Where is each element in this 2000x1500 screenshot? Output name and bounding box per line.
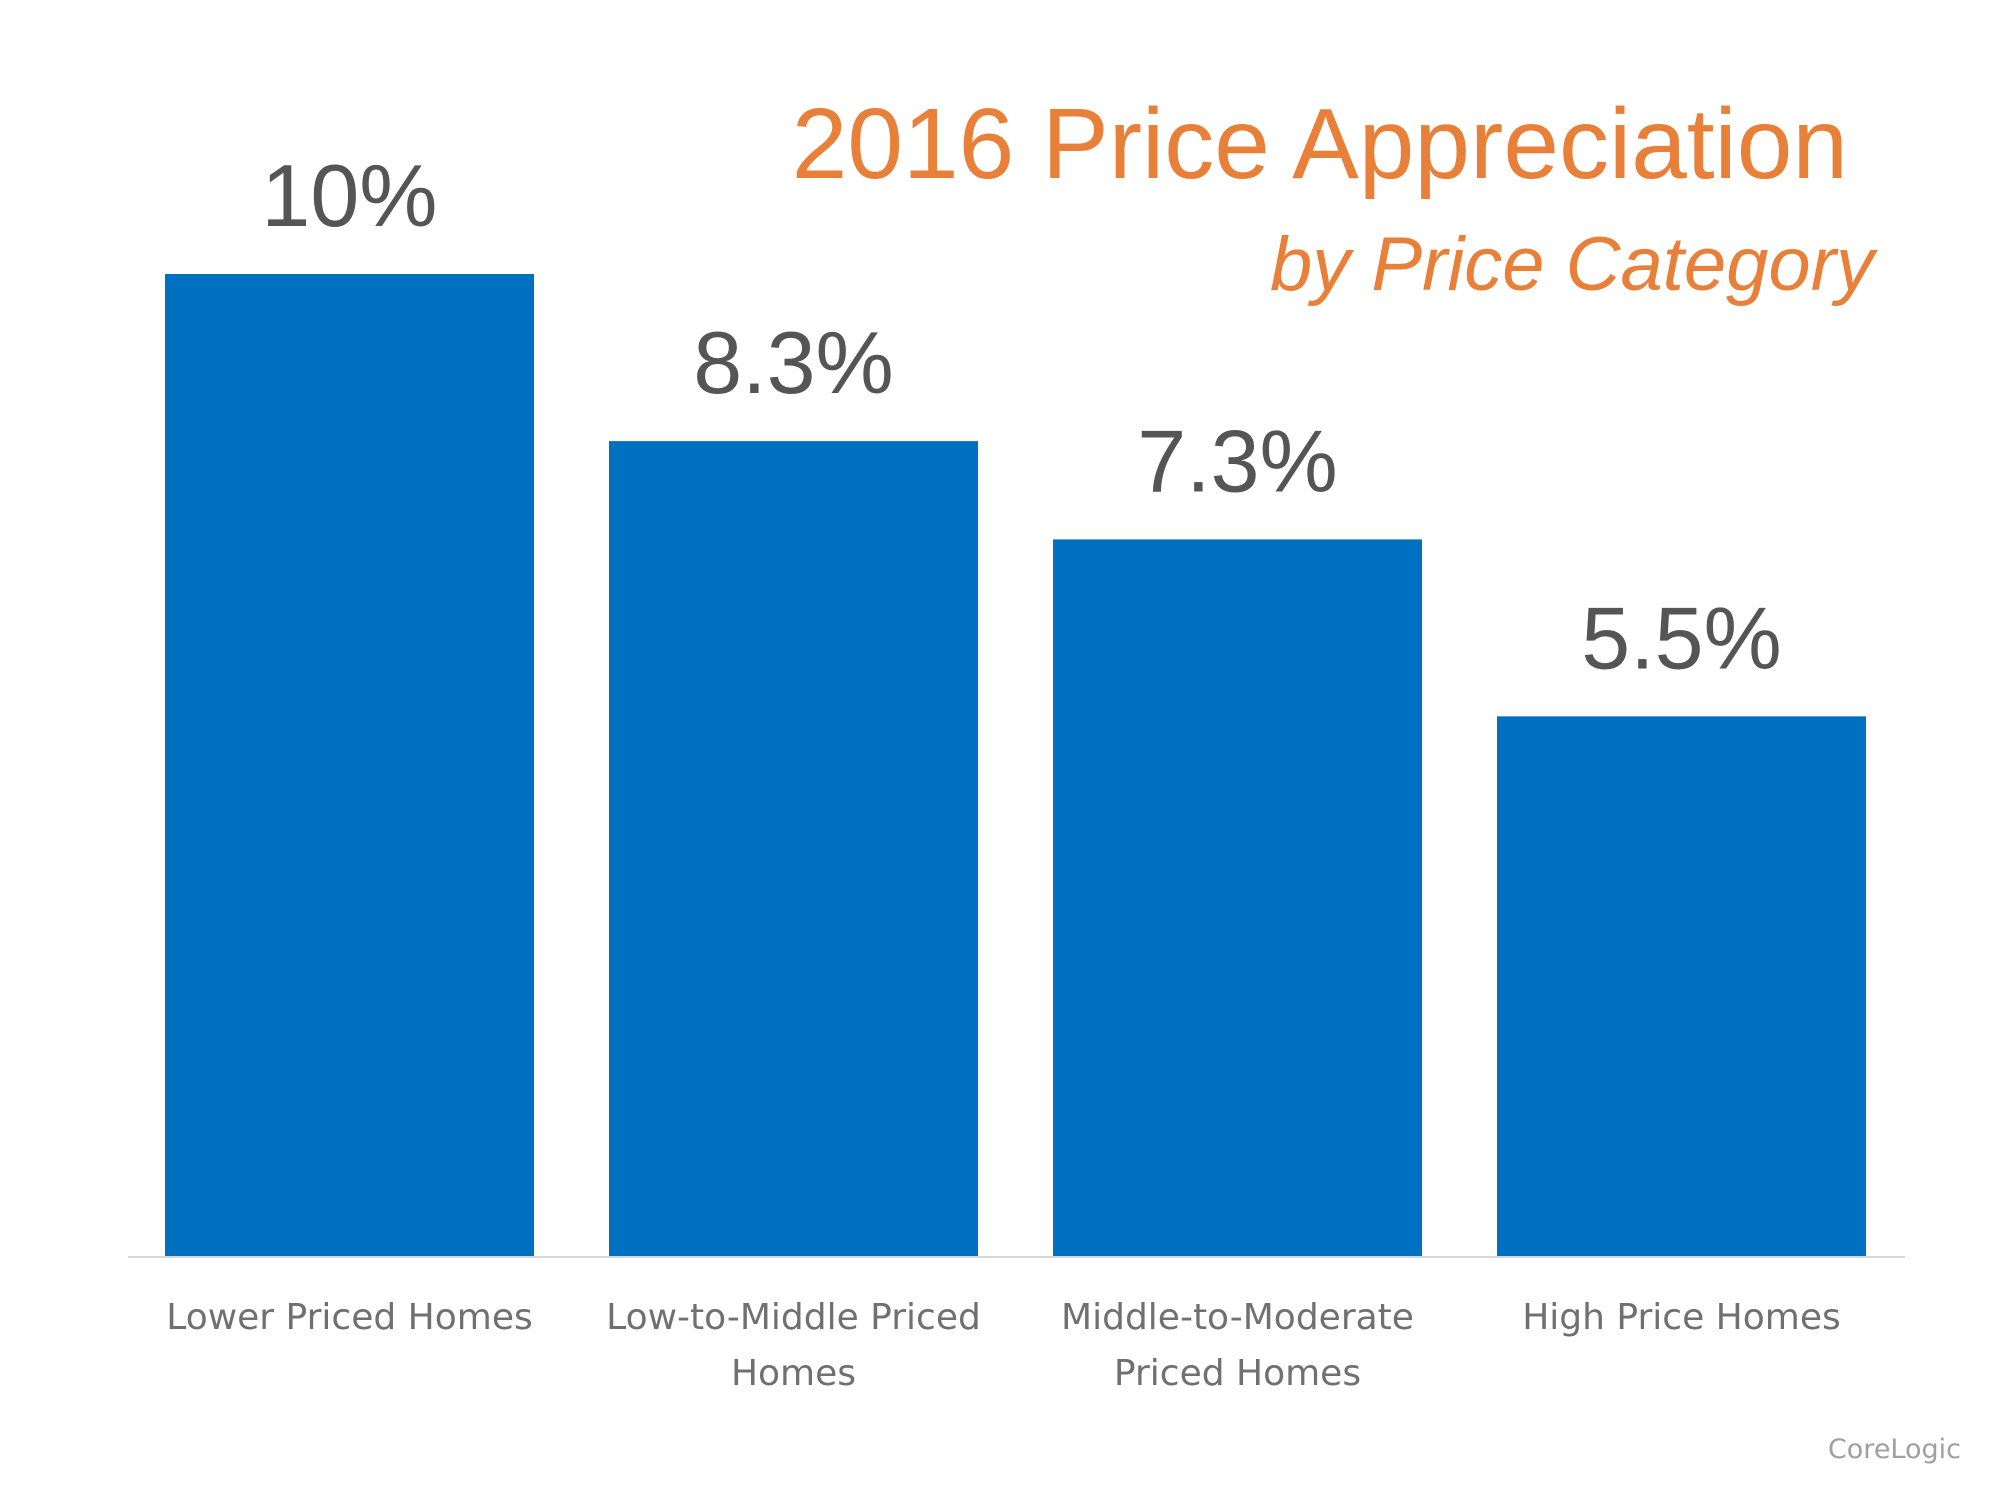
category-label: Low-to-Middle Priced: [606, 1297, 981, 1338]
data-label: 5.5%: [1581, 588, 1782, 687]
category-label: Lower Priced Homes: [166, 1297, 532, 1338]
chart-title: 2016 Price Appreciation: [792, 88, 1848, 200]
bar-4: [1497, 716, 1866, 1257]
source-label: CoreLogic: [1828, 1434, 1961, 1465]
category-label: Middle-to-Moderate: [1061, 1297, 1414, 1338]
data-label: 7.3%: [1137, 411, 1338, 510]
data-label: 8.3%: [693, 313, 894, 412]
bar-3: [1053, 539, 1422, 1257]
chart-subtitle: by Price Category: [1270, 222, 1878, 307]
category-label: Homes: [731, 1353, 856, 1394]
bar-2: [609, 441, 978, 1257]
data-label: 10%: [261, 146, 437, 245]
category-label: Priced Homes: [1114, 1353, 1361, 1394]
category-label: High Price Homes: [1522, 1297, 1841, 1338]
bar-1: [165, 274, 534, 1257]
